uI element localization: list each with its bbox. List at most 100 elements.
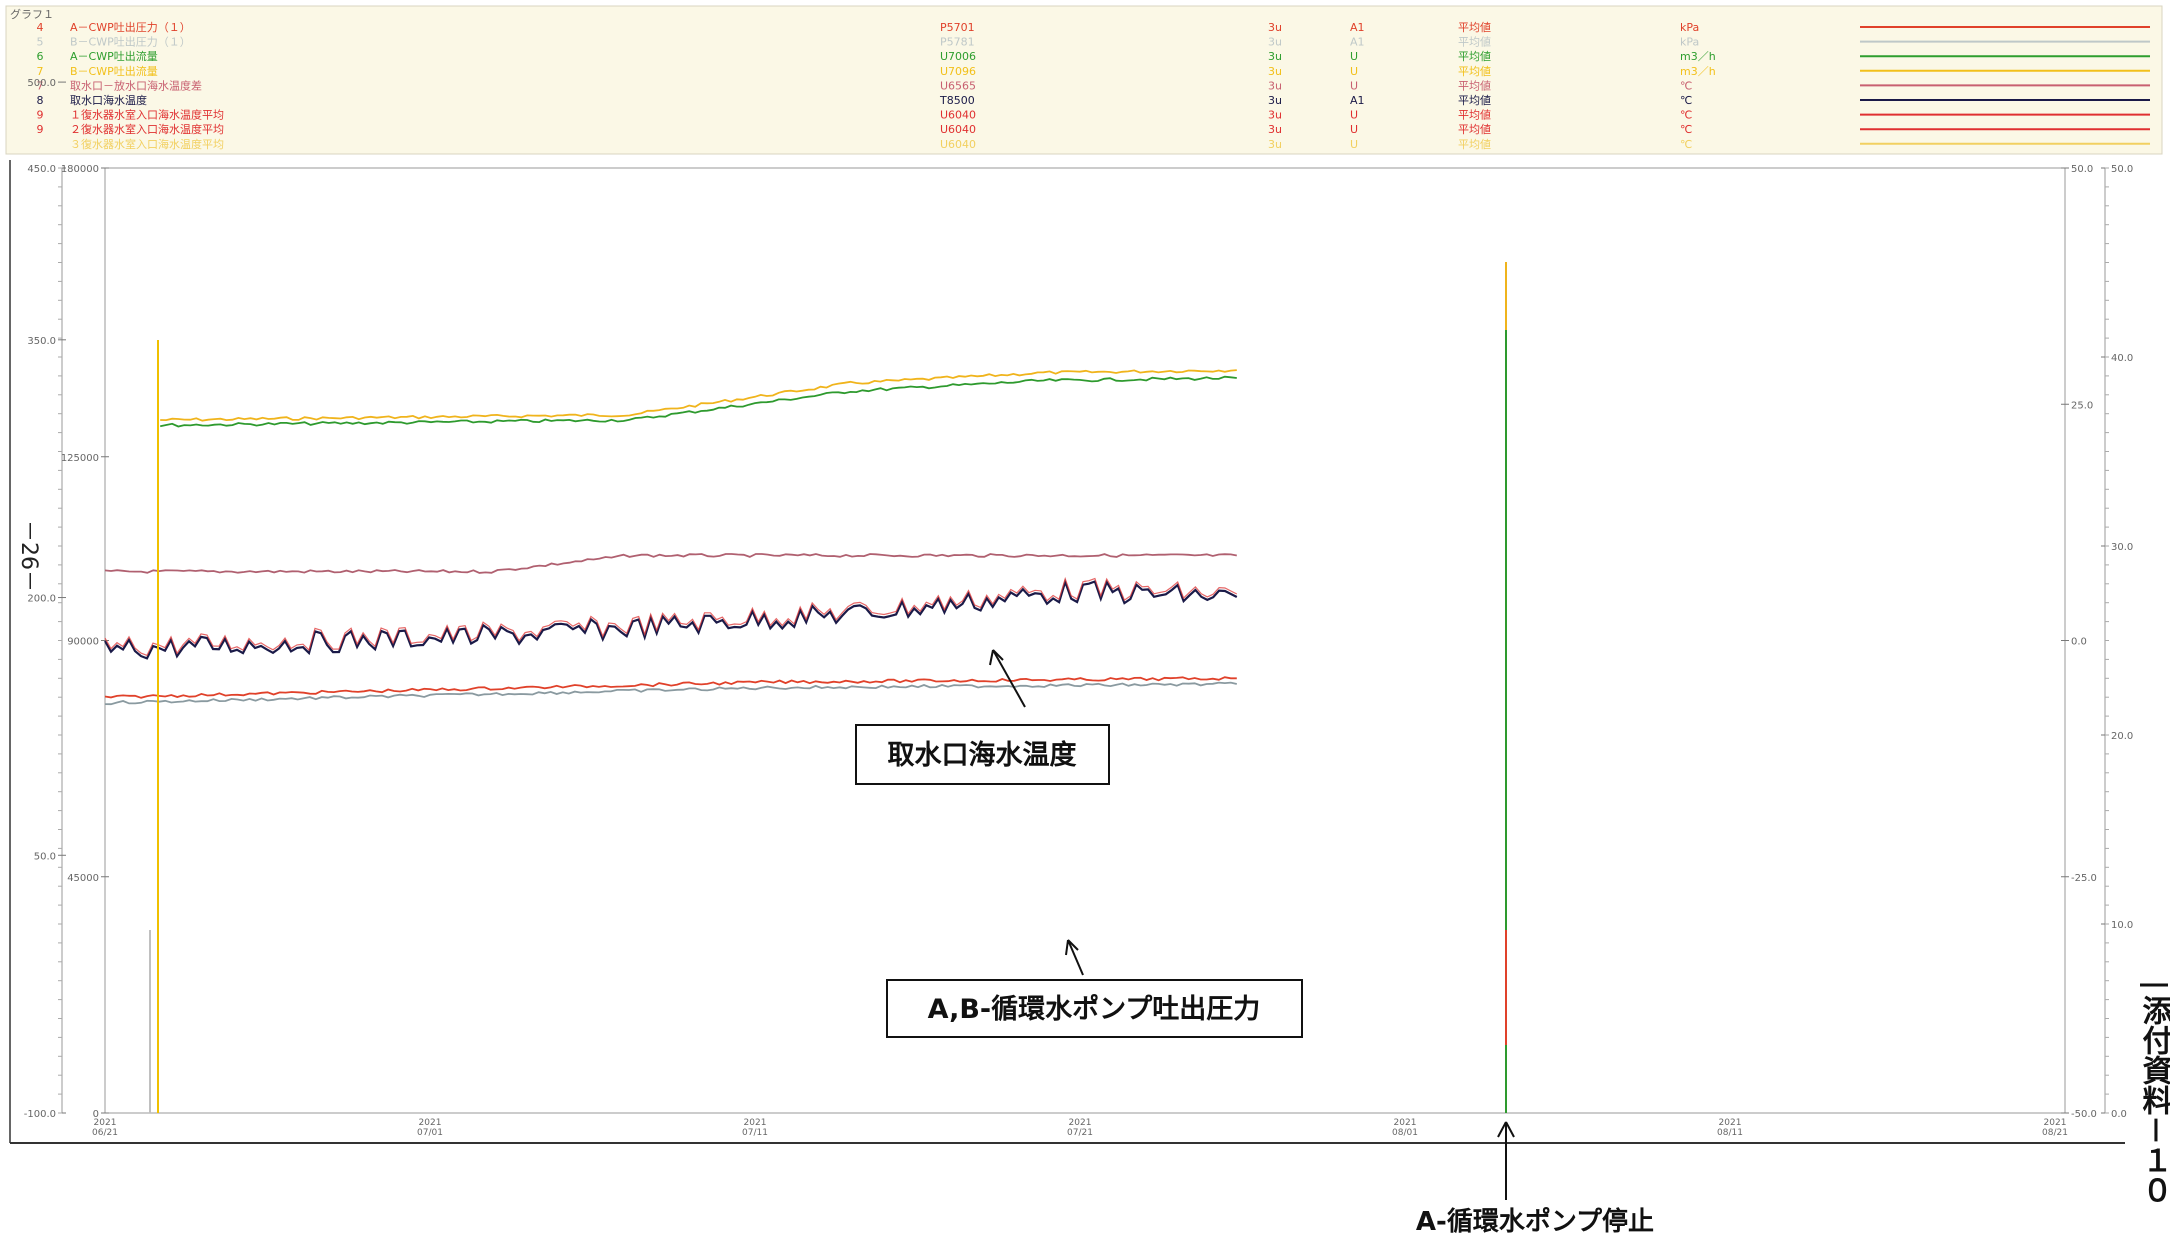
plot-frame — [104, 167, 2066, 1114]
axis-right-outer-tick-label: 0.0 — [2111, 1109, 2127, 1120]
annotation-arrow — [992, 649, 1026, 708]
x-tick-label: 07/21 — [1067, 1128, 1093, 1138]
series-line-overlay — [104, 576, 1238, 657]
legend-unit: ℃ — [1680, 123, 1692, 136]
legend-unit: ℃ — [1680, 79, 1692, 92]
annotation-pump-pressure: A,B-循環水ポンプ吐出圧力 — [886, 939, 1303, 1038]
series-layer — [104, 369, 1238, 706]
annotation-arrow — [1067, 939, 1084, 976]
legend-no: 5 — [37, 36, 44, 49]
axis-left-outer-tick-label: 200.0 — [27, 594, 56, 605]
annotation-box — [855, 724, 1110, 785]
series-line — [104, 676, 1237, 699]
legend-rows: 4 A－CWP吐出圧力（１） P5701 3u A1 平均値 kPa 5 B－CWP吐出圧力（１… — [37, 20, 2150, 151]
annotation-seawater-temp: 取水口海水温度 — [855, 649, 1110, 785]
legend-type: A1 — [1350, 94, 1365, 107]
axis-left-outer-tick-label: 500.0 — [27, 78, 56, 89]
x-tick-label: 2021 — [419, 1118, 442, 1128]
legend-unit: kPa — [1680, 36, 1699, 49]
series-line — [160, 369, 1237, 422]
axis-right-inner-tick-label: 0.0 — [2071, 637, 2087, 648]
axis-right-outer-tick-label: 50.0 — [2111, 164, 2133, 175]
legend-type: U — [1350, 138, 1358, 151]
legend-no: 6 — [37, 50, 44, 63]
legend-unit: ℃ — [1680, 109, 1692, 122]
legend-label: B－CWP吐出圧力（１） — [70, 35, 191, 49]
axis-left-inner-tick-label: 90000 — [67, 637, 99, 648]
legend-tag: T8500 — [939, 94, 975, 107]
legend-unit: ℃ — [1680, 138, 1692, 151]
legend-tag: U6040 — [940, 138, 976, 151]
x-tick-label: 07/01 — [417, 1128, 443, 1138]
legend-no: 7 — [37, 79, 44, 92]
legend-tag: U7096 — [940, 65, 976, 78]
side-label-text: 添付資料－１０ — [2137, 995, 2170, 1205]
annotation-pump-stop: A-循環水ポンプ停止 — [1416, 1121, 1654, 1237]
legend-period: 3u — [1268, 65, 1282, 78]
legend-period: 3u — [1268, 138, 1282, 151]
annotation-arrowhead — [989, 649, 1004, 666]
axis-right-outer-tick-label: 20.0 — [2111, 731, 2133, 742]
axis-left-inner-tick-label: 0 — [93, 1109, 99, 1120]
axis-right-inner-tick-label: 50.0 — [2071, 164, 2093, 175]
plot-area: 450.0 500.0 350.0 200.0 50.0 -100.0 180000 1250… — [9, 78, 2133, 1144]
legend-tag: U7006 — [940, 50, 976, 63]
series-line — [104, 578, 1238, 660]
legend-stat: 平均値 — [1458, 21, 1491, 34]
legend-no: 8 — [37, 94, 44, 107]
legend-stat: 平均値 — [1458, 50, 1491, 63]
legend-period: 3u — [1268, 21, 1282, 34]
legend-type: U — [1350, 79, 1358, 92]
verticals — [149, 262, 1507, 1113]
x-tick-label: 2021 — [1069, 1118, 1092, 1128]
annotation-arrowhead — [1497, 1121, 1515, 1138]
legend-stat: 平均値 — [1458, 36, 1491, 49]
legend-type: U — [1350, 65, 1358, 78]
side-label: 添付資料－１０ — [2137, 983, 2170, 1205]
legend-tag: P5701 — [940, 21, 975, 34]
legend-label: ２復水器水室入口海水温度平均 — [70, 122, 224, 136]
x-tick-label: 2021 — [744, 1118, 767, 1128]
legend-type: U — [1350, 109, 1358, 122]
legend-type: A1 — [1350, 36, 1365, 49]
axis-right-inner-tick-label: -25.0 — [2071, 873, 2097, 884]
axis-left-inner-tick-label: 180000 — [61, 164, 99, 175]
annotation-arrowhead — [1065, 939, 1079, 956]
x-tick-label: 2021 — [2044, 1118, 2067, 1128]
legend-period: 3u — [1268, 79, 1282, 92]
x-tick-label: 08/21 — [2042, 1128, 2068, 1138]
legend-period: 3u — [1268, 50, 1282, 63]
legend-label: 取水口海水温度 — [70, 93, 147, 107]
legend-title: グラフ１ — [10, 7, 54, 21]
legend-unit: ℃ — [1680, 94, 1692, 107]
legend-no: 9 — [37, 109, 44, 122]
axis-left-outer-tick-label: 350.0 — [27, 336, 56, 347]
axis-left-outer-tick-label: -100.0 — [24, 1109, 56, 1120]
series-line — [104, 553, 1237, 574]
legend-type: U — [1350, 123, 1358, 136]
annotation-label: A,B-循環水ポンプ吐出圧力 — [928, 994, 1261, 1025]
axis-right-inner-tick-label: 25.0 — [2071, 400, 2093, 411]
legend-label: A－CWP吐出圧力（１） — [70, 20, 191, 34]
axis-left-inner-tick-label: 45000 — [67, 873, 99, 884]
legend-unit: m3／h — [1680, 65, 1716, 78]
legend-stat: 平均値 — [1458, 65, 1491, 78]
x-tick-label: 08/11 — [1717, 1128, 1743, 1138]
legend-stat: 平均値 — [1458, 79, 1491, 92]
legend-period: 3u — [1268, 123, 1282, 136]
legend-label: ３復水器水室入口海水温度平均 — [70, 137, 224, 151]
legend-label: 取水口－放水口海水温度差 — [70, 78, 202, 92]
x-tick-label: 08/01 — [1392, 1128, 1418, 1138]
x-tick-label: 2021 — [1719, 1118, 1742, 1128]
legend-label: B－CWP吐出流量 — [70, 64, 158, 78]
x-tick-label: 2021 — [1394, 1118, 1417, 1128]
legend-tag: U6040 — [940, 123, 976, 136]
legend-panel — [5, 5, 2163, 155]
legend-unit: m3／h — [1680, 50, 1716, 63]
axis-right-outer-tick-label: 10.0 — [2111, 920, 2133, 931]
legend-label: １復水器水室入口海水温度平均 — [70, 108, 224, 122]
legend-type: U — [1350, 50, 1358, 63]
legend-tag: U6565 — [940, 79, 976, 92]
page-number: －26－ — [16, 520, 41, 592]
